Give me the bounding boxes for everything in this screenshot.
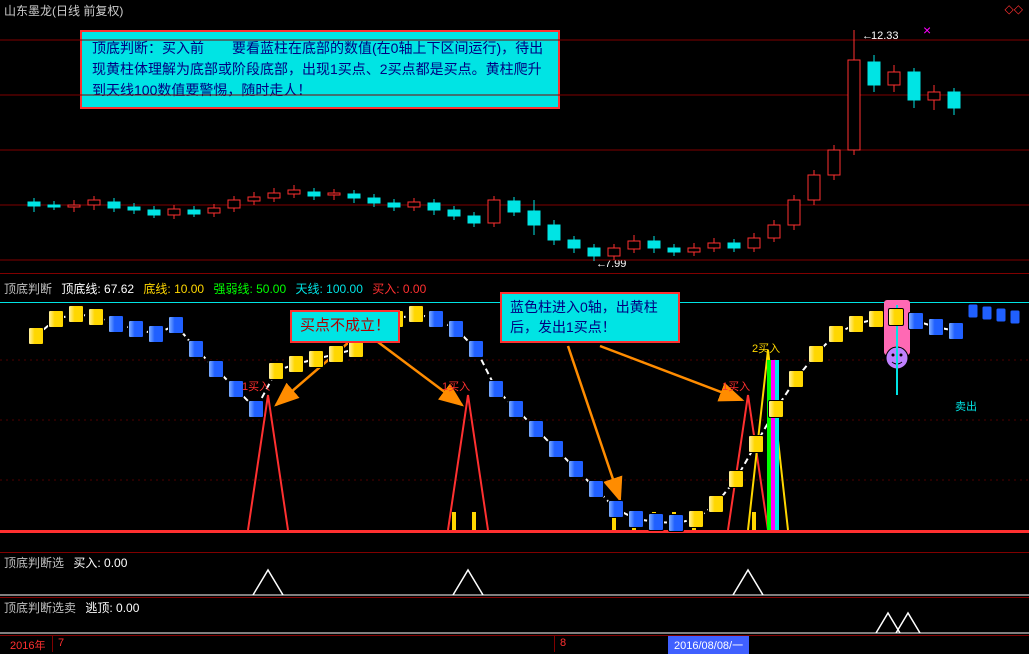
- blue-bar: [448, 320, 464, 338]
- yellow-bar: [308, 350, 324, 368]
- yellow-bar: [708, 495, 724, 513]
- blue-bar: [208, 360, 224, 378]
- timeline-year: 2016年: [10, 637, 45, 653]
- yellow-bar: [808, 345, 824, 363]
- buy-signal-label: 1买入: [442, 378, 470, 394]
- blue-bar: [488, 380, 504, 398]
- callout-buy-invalid: 买点不成立！: [290, 310, 400, 343]
- yellow-bar: [68, 305, 84, 323]
- blue-bar: [908, 312, 924, 330]
- blue-bar: [928, 318, 944, 336]
- yellow-bar: [328, 345, 344, 363]
- blue-bar: [508, 400, 524, 418]
- yellow-bar: [348, 340, 364, 358]
- callout-blue-to-yellow: 蓝色柱进入0轴，出黄柱后，发出1买点！: [500, 292, 680, 343]
- blue-bar: [468, 340, 484, 358]
- timeline-month2: 8: [560, 637, 566, 649]
- yellow-bar: [748, 435, 764, 453]
- yellow-bar: [688, 510, 704, 528]
- timeline-month1: 7: [58, 637, 64, 649]
- blue-bar: [528, 420, 544, 438]
- blue-bar: [588, 480, 604, 498]
- timeline-tick: [554, 636, 555, 652]
- blue-bar: [548, 440, 564, 458]
- blue-bar: [248, 400, 264, 418]
- yellow-bar: [28, 327, 44, 345]
- yellow-bar: [868, 310, 884, 328]
- buy-signal-label: 1买入: [242, 378, 270, 394]
- yellow-bar: [408, 305, 424, 323]
- blue-bar: [628, 510, 644, 528]
- yellow-bar: [788, 370, 804, 388]
- sell-label: 卖出: [955, 398, 977, 414]
- blue-bar: [668, 514, 684, 532]
- blue-bar: [568, 460, 584, 478]
- buy-signal-label: 2买入: [752, 340, 780, 356]
- yellow-bar: [88, 308, 104, 326]
- blue-bar: [168, 316, 184, 334]
- blue-bar: [608, 500, 624, 518]
- blue-bar: [128, 320, 144, 338]
- blue-bar: [108, 315, 124, 333]
- timeline-selected-date: 2016/08/08/一: [668, 636, 749, 654]
- yellow-bar: [48, 310, 64, 328]
- timeline-axis[interactable]: 2016年 7 8 2016/08/08/一: [0, 636, 1029, 652]
- yellow-bar: [888, 308, 904, 326]
- panel-divider-3: [0, 597, 1029, 598]
- timeline-tick: [52, 636, 53, 652]
- blue-bar: [148, 325, 164, 343]
- yellow-bar: [828, 325, 844, 343]
- buy-signal-label: 1买入: [722, 378, 750, 394]
- blue-bar: [948, 322, 964, 340]
- blue-bar: [648, 513, 664, 531]
- yellow-bar: [288, 355, 304, 373]
- blue-bar: [428, 310, 444, 328]
- panel3-title: 顶底判断选 买入: 0.00: [4, 554, 139, 571]
- yellow-bar: [768, 400, 784, 418]
- yellow-bar: [848, 315, 864, 333]
- panel4-title: 顶底判断选卖 逃顶: 0.00: [4, 599, 151, 616]
- yellow-bar: [728, 470, 744, 488]
- blue-bar: [188, 340, 204, 358]
- yellow-bar: [268, 362, 284, 380]
